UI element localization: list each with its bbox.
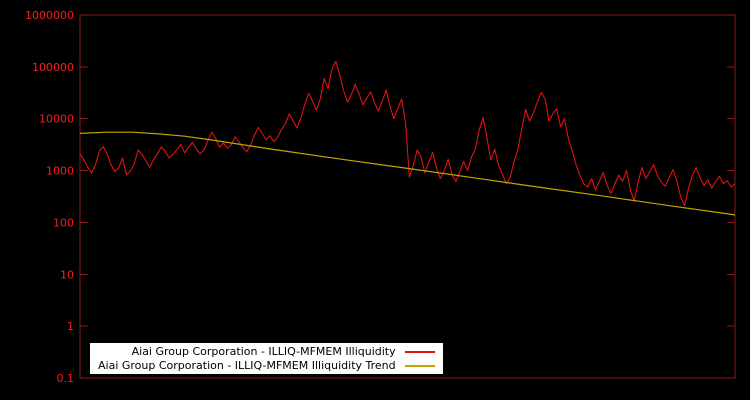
legend-label-trend: Aiai Group Corporation - ILLIQ-MFMEM Ill… <box>98 359 396 372</box>
y-axis-tick-label: 10 <box>60 268 74 281</box>
y-axis-tick-label: 1000000 <box>25 9 74 22</box>
y-axis-tick-label: 100 <box>53 216 74 229</box>
y-axis-tick-label: 1 <box>67 320 74 333</box>
y-axis-tick-label: 1000 <box>46 165 74 178</box>
plot-border <box>79 14 736 379</box>
legend-entry-illiquidity: Aiai Group Corporation - ILLIQ-MFMEM Ill… <box>98 345 435 358</box>
y-axis-tick-label: 10000 <box>39 113 74 126</box>
y-axis-tick-label: 100000 <box>32 61 74 74</box>
legend-line-sample-trend <box>404 364 435 367</box>
legend-line-sample-illiquidity <box>404 350 435 353</box>
legend: Aiai Group Corporation - ILLIQ-MFMEM Ill… <box>90 343 443 374</box>
illiquidity-line <box>79 60 736 207</box>
legend-label-illiquidity: Aiai Group Corporation - ILLIQ-MFMEM Ill… <box>131 345 396 358</box>
y-axis-tick-label: 0.1 <box>57 372 75 385</box>
legend-entry-trend: Aiai Group Corporation - ILLIQ-MFMEM Ill… <box>98 359 435 372</box>
trend-line <box>79 131 736 216</box>
